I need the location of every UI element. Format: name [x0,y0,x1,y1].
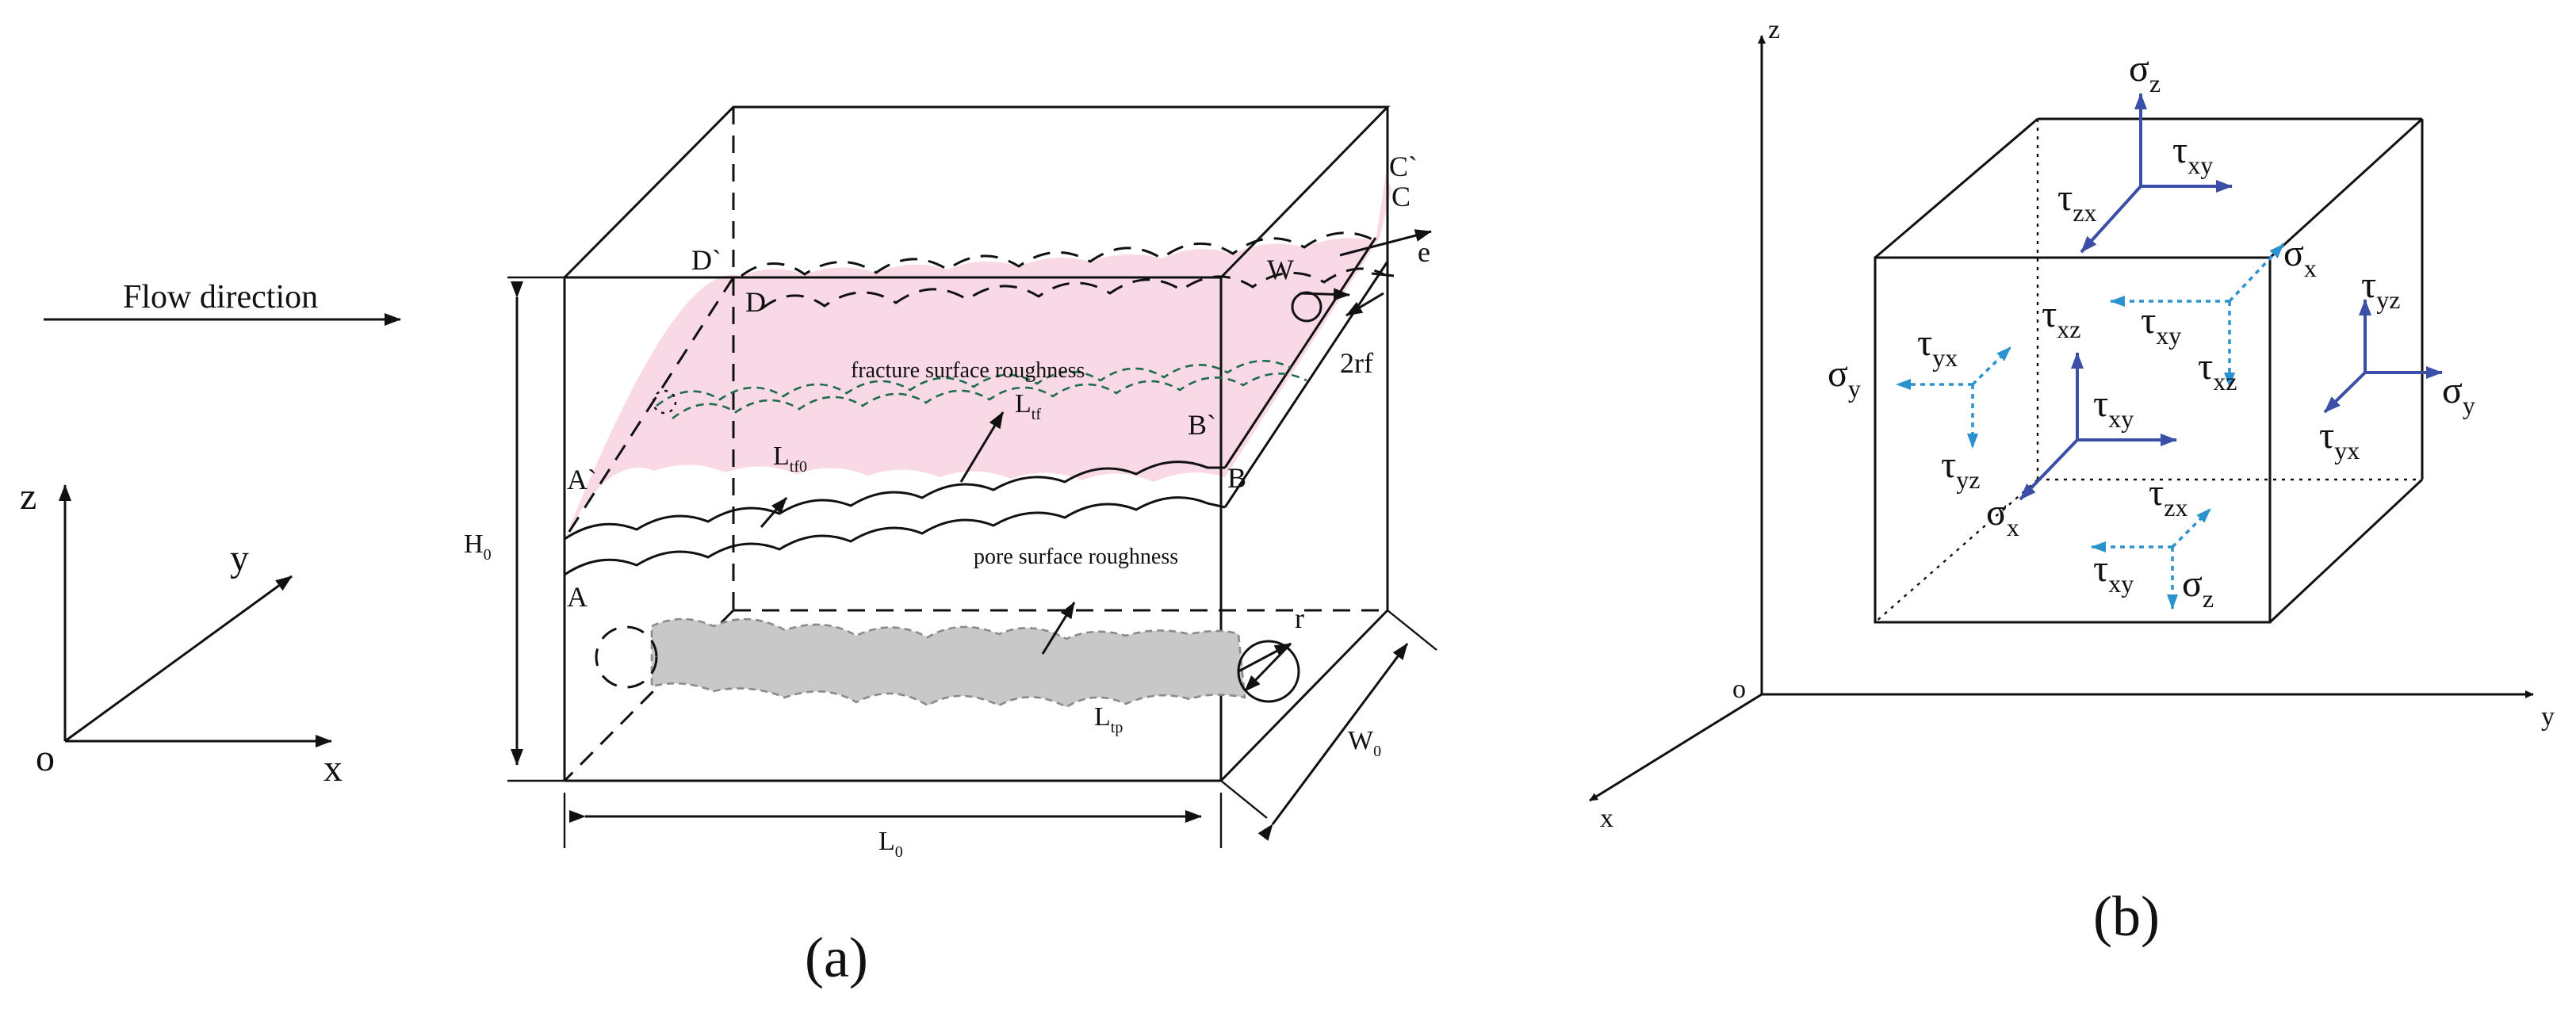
axis-label-y: y [230,537,249,579]
y-axis-a [64,575,293,743]
axis-label-z-b: z [1768,15,1780,44]
label-B-prime: B` [1188,409,1216,441]
axis-label-x: x [323,747,343,789]
axis-label-origin: o [36,737,55,779]
label-tau-yx-left: τyx [1917,322,1958,372]
label-A-prime: A` [567,464,597,495]
label-tau-yz-right: τyz [2361,264,2401,314]
label-Ltf0: Ltf0 [773,442,807,476]
label-Ltf: Ltf [1015,389,1041,423]
rock-block: D` D C` C W e 2rf A` A B` B r fracture s… [464,105,1437,861]
pore-channel [650,617,1246,709]
stress-arrows-dotted [1896,243,2285,610]
label-tau-zx-top: τzx [2057,177,2097,227]
flow-direction-label: Flow direction [123,279,318,315]
label-tau-xy-front: τxy [2093,383,2134,433]
fracture-roughness-label: fracture surface roughness [851,358,1085,383]
stress-arrows-solid [2019,93,2443,501]
label-tau-xz-back: τxz [2198,346,2237,396]
label-sigma-z-top: σz [2129,48,2161,97]
label-tau-yz-left: τyz [1941,444,1981,494]
caption-a: (a) [805,926,868,989]
axis-label-y-b: y [2541,702,2555,732]
axis-label-origin-b: o [1732,675,1746,704]
label-H0: H0 [464,529,492,564]
coordinate-axes-b: z y x o [1589,15,2555,833]
label-A: A [567,581,588,613]
stress-cube [1874,117,2424,624]
axis-label-x-b: x [1600,804,1613,833]
label-sigma-y-left: σy [1828,353,1861,403]
label-B: B [1227,462,1246,494]
label-D: D [745,286,766,318]
label-tau-xz-front: τxz [2042,293,2081,343]
label-C-prime: C` [1389,151,1418,182]
label-C: C [1391,181,1410,212]
fracture-plane [565,173,1391,539]
label-W: W [1267,254,1294,285]
label-sigma-z-bottom: σz [2182,563,2214,613]
label-tau-yx-right: τyx [2319,415,2360,464]
coordinate-axes-a: z y x o [20,476,343,789]
pore-roughness-label: pore surface roughness [974,545,1178,569]
panel-a: Flow direction z y x o [20,105,1437,989]
stress-labels: σz τxy τzx σx τyz σy τyx τyx σy τyz τxz … [1828,48,2475,613]
caption-b: (b) [2093,885,2160,948]
label-tau-xy-back: τxy [2141,300,2181,350]
label-tau-xy-top: τxy [2172,129,2213,179]
label-sigma-x-right: σx [2283,232,2317,282]
label-W0: W0 [1348,726,1381,760]
label-L0: L0 [878,827,903,861]
label-e: e [1418,236,1430,268]
label-D-prime: D` [691,244,722,276]
axis-label-z: z [20,476,36,518]
label-sigma-y-right: σy [2442,369,2475,419]
label-2rf: 2rf [1340,347,1373,379]
label-sigma-x-front: σx [1986,491,2019,541]
label-tau-zx-bottom: τzx [2149,472,2188,522]
label-tau-xy-bottom: τxy [2093,548,2134,598]
panel-b: z y x o [1589,15,2555,948]
label-r: r [1295,602,1304,634]
label-Ltp: Ltp [1094,702,1123,736]
